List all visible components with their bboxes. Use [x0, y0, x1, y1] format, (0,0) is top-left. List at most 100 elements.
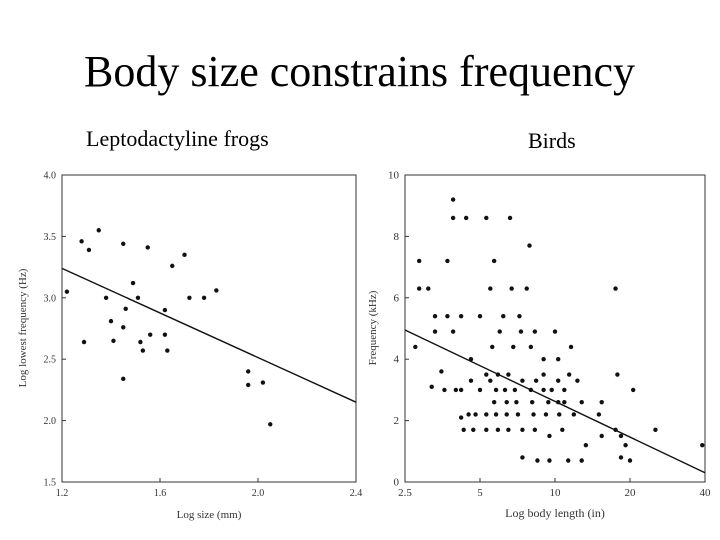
frog-data-point	[130, 280, 136, 286]
bird-data-point	[501, 314, 506, 319]
bird-data-point	[429, 384, 434, 390]
bird-data-point	[552, 329, 558, 334]
bird-data-point	[546, 399, 551, 405]
bird-data-point	[453, 387, 459, 393]
frog-x-axis-label: Log size (mm)	[177, 509, 242, 521]
bird-x-axis-label: Log body length (in)	[505, 506, 605, 520]
bird-data-point	[618, 433, 624, 439]
bird-data-point	[493, 387, 499, 393]
bird-data-point	[491, 399, 497, 405]
bird-data-point	[490, 344, 495, 350]
bird-y-tick-label: 0	[394, 477, 400, 489]
bird-data-point	[615, 372, 620, 377]
bird-y-tick-label: 2	[394, 415, 400, 427]
bird-data-point	[543, 412, 549, 417]
bird-x-tick-label: 10	[550, 487, 562, 499]
frog-x-tick-label: 1.6	[154, 488, 167, 499]
bird-data-point	[557, 412, 562, 417]
bird-data-point	[512, 387, 518, 393]
frog-data-point	[260, 380, 266, 385]
bird-data-point	[555, 378, 561, 383]
frog-y-tick-label: 1.5	[44, 478, 57, 489]
bird-data-point	[458, 387, 464, 393]
bird-data-point	[477, 314, 483, 319]
bird-data-point	[484, 412, 489, 417]
bird-y-axis-label: Frequency (kHz)	[367, 290, 379, 365]
bird-data-point	[618, 455, 624, 460]
bird-data-point	[473, 412, 478, 417]
bird-data-point	[445, 314, 450, 319]
bird-data-point	[613, 286, 618, 291]
frog-data-point	[214, 288, 219, 293]
bird-data-point	[502, 387, 508, 393]
frog-data-point	[140, 348, 146, 353]
bird-data-point	[463, 215, 469, 221]
bird-trend-line	[404, 329, 706, 474]
bird-data-point	[555, 357, 561, 362]
frog-data-point	[64, 289, 70, 294]
frog-data-point	[81, 339, 87, 345]
bird-chart: 2.5 5 10 20 40 0 2 4 6 8 10 Log body length (in) F…	[367, 170, 711, 521]
frog-ticks: 1.2 1.6 2.0 2.4 1.5 2.0 2.5 3.0 3.5 4.0	[44, 171, 363, 500]
bird-data-point	[531, 412, 536, 417]
frog-data-point	[162, 307, 168, 313]
bird-data-point	[568, 344, 574, 350]
bird-data-point	[497, 329, 502, 334]
bird-data-point	[484, 372, 489, 377]
bird-data-point	[541, 357, 546, 362]
frog-data-point	[246, 382, 251, 388]
bird-data-point	[532, 427, 538, 433]
bird-data-point	[511, 344, 516, 350]
bird-data-point	[509, 286, 514, 291]
frog-x-tick-label: 1.2	[56, 488, 69, 499]
bird-data-point	[520, 455, 525, 460]
bird-data-point	[517, 314, 522, 319]
frog-y-tick-label: 4.0	[44, 171, 57, 182]
frog-data-point	[108, 318, 114, 324]
bird-data-point	[630, 387, 636, 393]
bird-data-point	[432, 329, 438, 334]
bird-data-point	[442, 387, 447, 393]
bird-data-point	[471, 427, 476, 433]
frog-trend-line	[61, 267, 357, 403]
frog-data-point	[145, 245, 150, 250]
frog-y-tick-label: 2.5	[44, 355, 57, 366]
bird-data-point	[562, 399, 567, 405]
bird-data-point	[458, 415, 464, 420]
bird-data-point	[432, 314, 438, 319]
bird-data-point	[579, 458, 584, 463]
bird-data-point	[450, 215, 456, 221]
bird-data-point	[466, 412, 471, 417]
bird-data-point	[416, 258, 422, 264]
frog-y-tick-label: 2.0	[44, 416, 57, 427]
bird-data-point	[450, 329, 456, 334]
bird-data-point	[541, 372, 546, 377]
bird-data-point	[488, 286, 493, 291]
bird-data-point	[484, 427, 489, 433]
bird-data-point	[506, 372, 511, 377]
frog-plot-frame	[61, 174, 357, 483]
frog-chart: 1.2 1.6 2.0 2.4 1.5 2.0 2.5 3.0 3.5 4.0 Log size …	[17, 171, 362, 522]
bird-data-point	[535, 458, 540, 463]
bird-y-tick-label: 4	[394, 354, 400, 366]
frog-data-point	[79, 239, 84, 244]
bird-y-tick-label: 10	[388, 170, 400, 182]
bird-data-point	[599, 433, 604, 439]
bird-data-point	[504, 399, 509, 405]
bird-data-point	[560, 427, 565, 433]
frog-x-tick-label: 2.4	[350, 488, 363, 499]
bird-data-point	[653, 427, 658, 433]
frog-data-point	[165, 348, 170, 353]
frog-data-point	[170, 263, 175, 269]
frog-y-axis-label: Log lowest frequency (Hz)	[17, 268, 29, 387]
frog-data-point	[268, 422, 273, 427]
bird-x-tick-label: 2.5	[398, 487, 412, 499]
bird-data-point	[549, 387, 554, 393]
bird-data-point	[514, 399, 519, 405]
frog-x-tick-label: 2.0	[252, 488, 265, 499]
frog-data-point	[148, 332, 153, 337]
bird-y-tick-label: 6	[394, 292, 400, 304]
bird-data-point	[488, 378, 493, 383]
bird-data-point	[477, 387, 483, 393]
bird-data-point	[495, 427, 501, 433]
